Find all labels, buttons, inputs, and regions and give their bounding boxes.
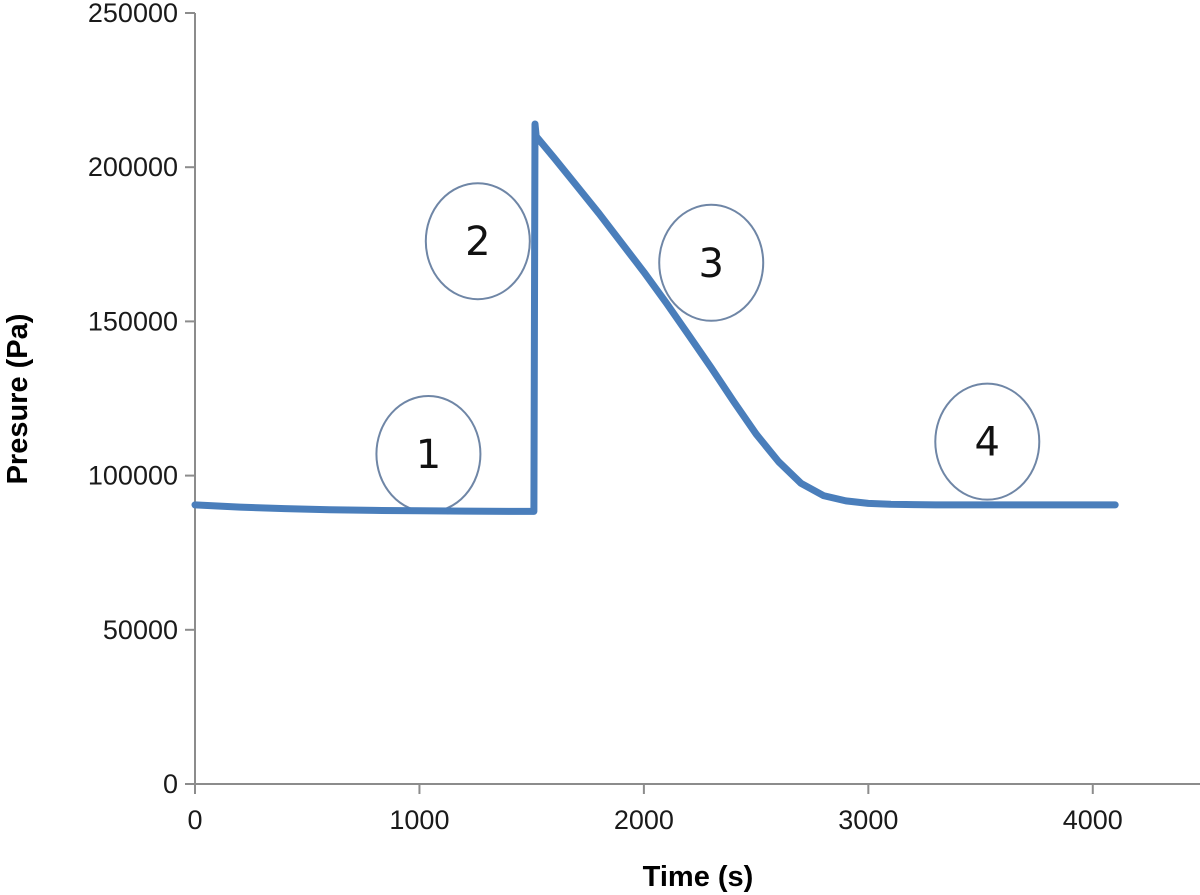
y-tick-label: 50000 — [103, 615, 178, 645]
x-axis-ticks: 0 1000 2000 3000 4000 — [187, 784, 1123, 835]
y-tick-label: 200000 — [88, 152, 178, 182]
y-tick-label: 150000 — [88, 306, 178, 336]
annotation-circle — [934, 382, 1041, 501]
annotation-circle — [424, 182, 531, 301]
x-tick-label: 3000 — [838, 805, 898, 835]
series-layer — [191, 120, 1119, 515]
annotation-circle — [658, 203, 765, 322]
annotation-label: 3 — [698, 241, 723, 287]
y-tick-label: 250000 — [88, 0, 178, 28]
x-tick-label: 0 — [187, 805, 202, 835]
y-axis-title: Presure (Pa) — [2, 314, 34, 485]
x-tick-label: 2000 — [614, 805, 674, 835]
y-tick-label: 100000 — [88, 461, 178, 491]
y-axis-ticks: 0 50000 100000 150000 200000 250000 — [88, 0, 195, 799]
annotation-label: 1 — [416, 432, 441, 478]
x-axis: 0 1000 2000 3000 4000 — [187, 783, 1200, 835]
series-line — [191, 120, 1119, 515]
x-axis-title: Time (s) — [643, 861, 754, 893]
annotation-label: 4 — [975, 420, 1000, 466]
x-tick-label: 4000 — [1063, 805, 1123, 835]
x-tick-label: 1000 — [389, 805, 449, 835]
annotation-label: 2 — [465, 219, 490, 265]
y-tick-label: 0 — [163, 769, 178, 799]
phase-annotations: 1 2 3 4 — [375, 182, 1041, 514]
y-axis: 0 50000 100000 150000 200000 250000 — [88, 0, 196, 799]
